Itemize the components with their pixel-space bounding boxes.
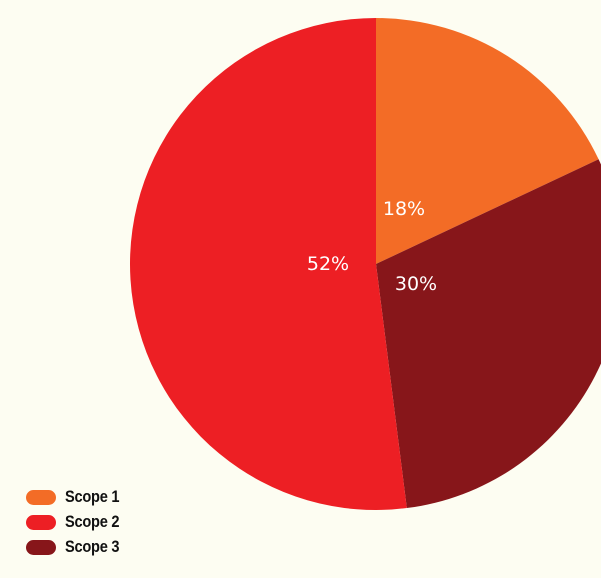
legend-swatch-scope-3 xyxy=(26,539,56,555)
legend-label-scope-3: Scope 3 xyxy=(65,537,120,556)
pie-slice-labels: 18% 30% 52% xyxy=(307,198,437,295)
legend-item-scope-3: Scope 3 xyxy=(26,536,128,558)
pie-slices xyxy=(130,18,601,510)
legend: Scope 1 Scope 2 Scope 3 xyxy=(26,486,128,561)
legend-label-scope-1: Scope 1 xyxy=(65,487,120,506)
legend-item-scope-2: Scope 2 xyxy=(26,511,128,533)
slice-label-scope-3: 30% xyxy=(395,273,437,295)
slice-label-scope-2: 52% xyxy=(307,253,349,275)
pie-slice-scope-3 xyxy=(376,159,601,509)
slice-label-scope-1: 18% xyxy=(383,198,425,220)
legend-swatch-scope-1 xyxy=(26,489,56,505)
pie-slice-scope-2 xyxy=(130,18,407,510)
legend-swatch-scope-2 xyxy=(26,514,56,530)
legend-item-scope-1: Scope 1 xyxy=(26,486,128,508)
legend-label-scope-2: Scope 2 xyxy=(65,512,120,531)
pie-slice-scope-1 xyxy=(376,18,599,264)
